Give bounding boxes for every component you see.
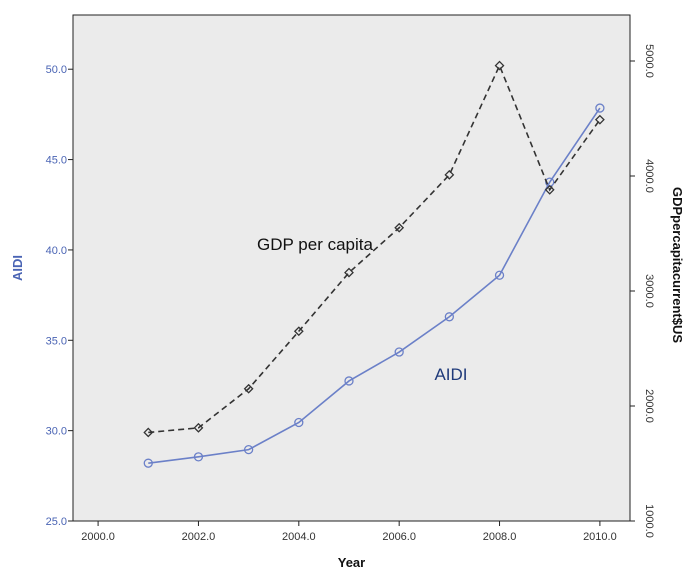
- data-point-gdp-per-capita: [394, 222, 405, 233]
- x-tick-label: 2008.0: [483, 531, 517, 543]
- data-point-gdp-per-capita: [293, 326, 304, 337]
- y-right-tick-label: 4000.0: [643, 159, 655, 193]
- data-point-aidi: [595, 103, 605, 113]
- x-axis: 2000.0 2002.0 2004.0 2006.0 2008.0 2010.0: [81, 521, 617, 543]
- annotation-aidi: AIDI: [434, 365, 467, 384]
- x-tick-label: 2002.0: [182, 531, 216, 543]
- y-left-tick-label: 45.0: [46, 155, 67, 167]
- data-point-gdp-per-capita: [143, 427, 154, 438]
- y-left-tick-label: 35.0: [46, 335, 67, 347]
- y-left-tick-label: 50.0: [46, 64, 67, 76]
- y-axis-left-title: AIDI: [10, 255, 25, 281]
- annotation-gdp-per-capita: GDP per capita: [257, 235, 373, 254]
- x-tick-label: 2006.0: [382, 531, 416, 543]
- data-point-gdp-per-capita: [544, 184, 555, 195]
- data-point-aidi: [143, 458, 153, 468]
- data-point-aidi: [444, 312, 455, 322]
- data-point-aidi: [344, 376, 354, 386]
- data-point-gdp-per-capita: [594, 114, 605, 125]
- y-left-tick-label: 40.0: [46, 245, 67, 257]
- data-point-gdp-per-capita: [494, 60, 505, 71]
- data-point-gdp-per-capita: [193, 422, 204, 433]
- data-point-aidi: [494, 270, 505, 280]
- x-tick-label: 2010.0: [583, 531, 617, 543]
- series-layer: [143, 60, 605, 468]
- data-point-gdp-per-capita: [243, 383, 254, 394]
- y-left-tick-label: 30.0: [46, 426, 67, 438]
- y-right-tick-label: 2000.0: [643, 389, 655, 423]
- y-left-tick-label: 25.0: [46, 516, 67, 528]
- x-tick-label: 2000.0: [81, 531, 115, 543]
- plot-area: [72, 14, 631, 522]
- series-line-aidi: [148, 107, 601, 464]
- x-tick-label: 2004.0: [282, 531, 316, 543]
- data-point-gdp-per-capita: [344, 267, 354, 278]
- y-right-tick-label: 1000.0: [643, 504, 655, 538]
- series-line-gdp-per-capita: [148, 63, 601, 434]
- data-point-aidi: [394, 347, 404, 357]
- y-right-tick-label: 5000.0: [643, 44, 655, 78]
- data-point-aidi: [193, 452, 204, 462]
- data-point-aidi: [294, 417, 304, 428]
- data-point-aidi: [243, 444, 254, 455]
- y-axis-right-title: GDPpercapitacurrent$US: [670, 187, 685, 343]
- data-point-gdp-per-capita: [444, 169, 455, 180]
- x-axis-title: Year: [338, 555, 365, 570]
- y-right-tick-label: 3000.0: [643, 274, 655, 308]
- y-axis-left: 25.0 30.0 35.0 40.0 45.0 50.0: [46, 64, 73, 528]
- y-axis-right: 1000.0 2000.0 3000.0 4000.0 5000.0: [630, 44, 655, 538]
